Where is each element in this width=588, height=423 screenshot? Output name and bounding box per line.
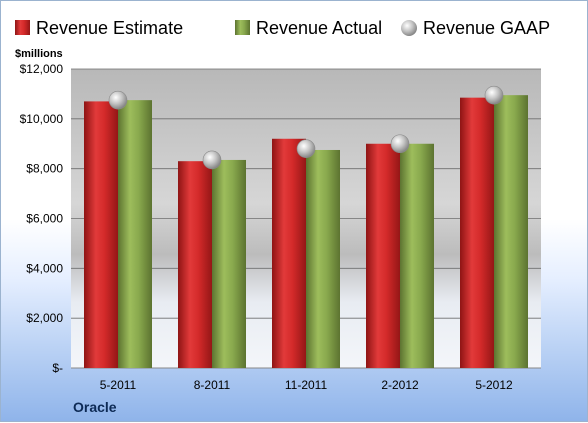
bar-revenue-actual xyxy=(400,143,434,368)
bar-revenue-estimate xyxy=(460,97,494,368)
legend-label-actual: Revenue Actual xyxy=(256,18,382,38)
unit-label: $millions xyxy=(15,48,63,60)
bar-revenue-estimate xyxy=(84,101,118,369)
y-tick-label: $4,000 xyxy=(26,261,63,275)
legend-swatch-gaap xyxy=(401,20,417,36)
bar-revenue-actual xyxy=(306,149,340,368)
x-axis-ticks: 5-2011 8-2011 11-2011 2-2012 5-2012 xyxy=(100,378,513,392)
x-tick-label: 2-2012 xyxy=(381,378,419,392)
bar-revenue-estimate xyxy=(178,161,212,368)
x-tick-label: 5-2012 xyxy=(475,378,513,392)
x-tick-label: 11-2011 xyxy=(285,378,328,392)
marker-revenue-gaap xyxy=(390,134,410,154)
bars xyxy=(84,95,528,369)
y-tick-label: $6,000 xyxy=(26,212,63,226)
marker-revenue-gaap xyxy=(296,139,316,159)
y-axis-ticks: $- $2,000 $4,000 $6,000 $8,000 $10,000 $12,000 xyxy=(20,62,64,375)
bar-revenue-estimate xyxy=(272,138,306,368)
bar-revenue-actual xyxy=(494,95,528,368)
marker-revenue-gaap xyxy=(202,150,222,170)
x-tick-label: 8-2011 xyxy=(194,378,231,392)
bar-revenue-actual xyxy=(118,100,152,368)
x-tick-label: 5-2011 xyxy=(100,378,137,392)
company-label: Oracle xyxy=(73,399,117,415)
bar-revenue-estimate xyxy=(366,143,400,368)
legend: Revenue Estimate Revenue Actual Revenue … xyxy=(15,18,550,38)
legend-label-estimate: Revenue Estimate xyxy=(36,18,183,38)
marker-revenue-gaap xyxy=(108,90,128,110)
y-tick-label: $- xyxy=(52,361,63,375)
y-tick-label: $8,000 xyxy=(26,162,63,176)
y-tick-label: $2,000 xyxy=(26,311,63,325)
bar-revenue-actual xyxy=(212,159,246,368)
legend-swatch-estimate xyxy=(15,20,30,35)
marker-revenue-gaap xyxy=(484,85,504,105)
gaap-markers xyxy=(108,85,504,170)
y-tick-label: $10,000 xyxy=(20,112,64,126)
y-tick-label: $12,000 xyxy=(20,62,64,76)
legend-label-gaap: Revenue GAAP xyxy=(423,18,550,38)
legend-swatch-actual xyxy=(235,20,250,35)
